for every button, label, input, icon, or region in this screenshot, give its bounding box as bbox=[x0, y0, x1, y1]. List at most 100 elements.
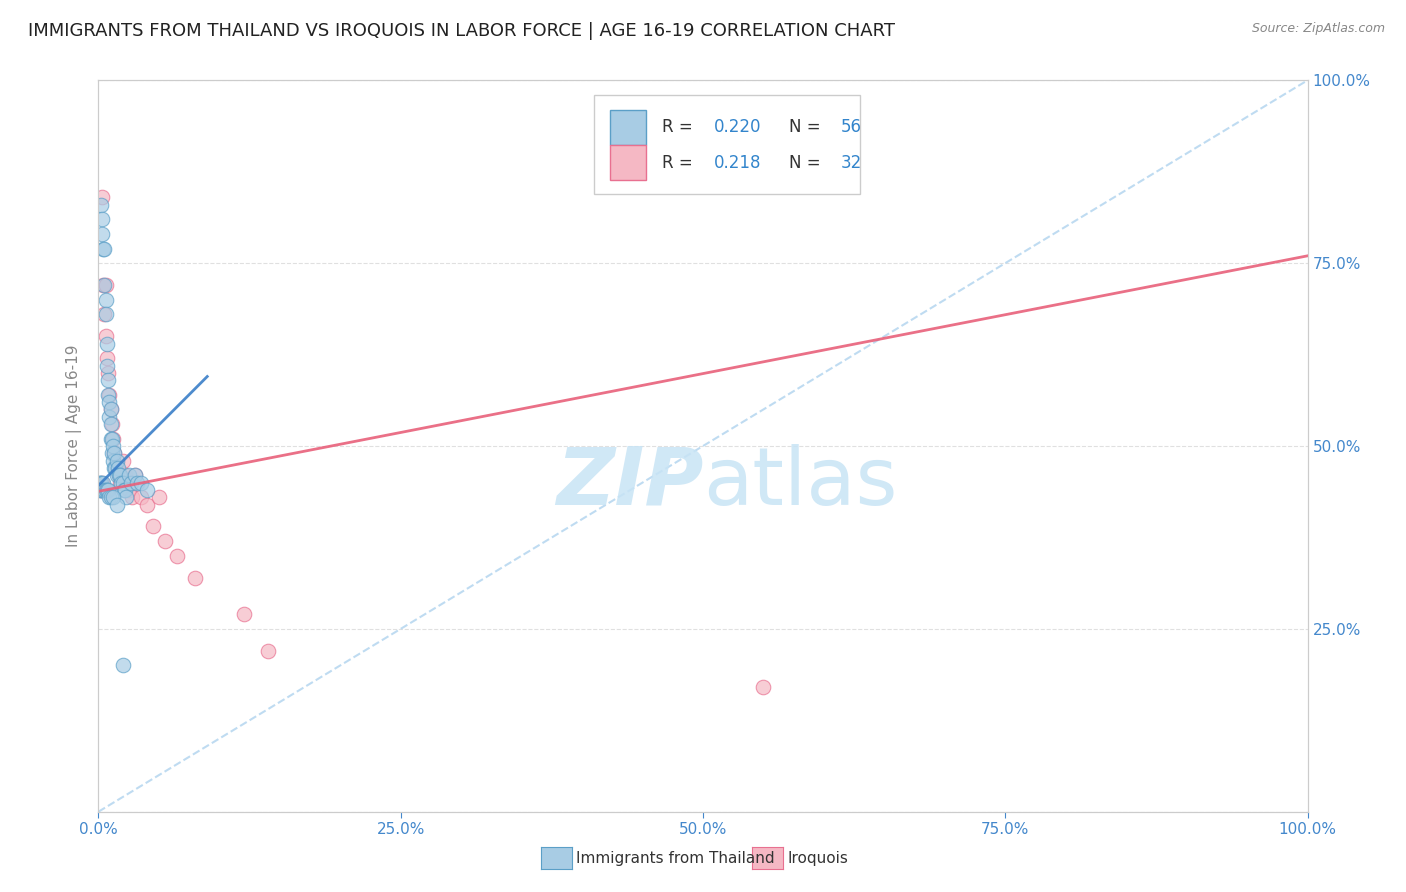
Point bbox=[100, 432, 122, 446]
Point bbox=[90, 197, 112, 211]
Point bbox=[108, 468, 131, 483]
Point bbox=[135, 483, 157, 497]
Point bbox=[89, 475, 111, 490]
Point bbox=[91, 278, 114, 293]
Point bbox=[232, 607, 254, 622]
Point bbox=[90, 483, 112, 497]
Point bbox=[97, 373, 120, 387]
Point bbox=[101, 453, 124, 467]
Y-axis label: In Labor Force | Age 16-19: In Labor Force | Age 16-19 bbox=[66, 344, 83, 548]
Point bbox=[752, 681, 775, 695]
Point bbox=[105, 498, 128, 512]
Point bbox=[129, 475, 152, 490]
Point bbox=[94, 293, 117, 307]
Point bbox=[127, 475, 149, 490]
Point bbox=[100, 490, 122, 504]
Point bbox=[111, 453, 134, 467]
Point bbox=[98, 388, 121, 402]
Text: atlas: atlas bbox=[703, 443, 897, 522]
Text: R =: R = bbox=[662, 154, 697, 172]
Point bbox=[105, 453, 128, 467]
Point bbox=[153, 534, 176, 549]
Point bbox=[96, 483, 118, 497]
Point bbox=[90, 475, 112, 490]
Point bbox=[97, 366, 120, 380]
Point bbox=[142, 519, 165, 533]
Point bbox=[98, 395, 121, 409]
Point bbox=[107, 461, 129, 475]
Point bbox=[103, 446, 125, 460]
Text: Source: ZipAtlas.com: Source: ZipAtlas.com bbox=[1251, 22, 1385, 36]
Point bbox=[97, 388, 120, 402]
Point bbox=[93, 242, 115, 256]
Point bbox=[94, 278, 117, 293]
Point bbox=[96, 359, 118, 373]
FancyBboxPatch shape bbox=[610, 145, 647, 180]
Point bbox=[105, 468, 128, 483]
Point bbox=[114, 468, 136, 483]
Point bbox=[111, 658, 134, 673]
Text: Immigrants from Thailand: Immigrants from Thailand bbox=[576, 851, 775, 865]
Text: N =: N = bbox=[789, 154, 825, 172]
Text: R =: R = bbox=[662, 118, 697, 136]
Point bbox=[166, 549, 188, 563]
Point bbox=[108, 475, 131, 490]
Point bbox=[108, 468, 131, 483]
Point bbox=[114, 483, 136, 497]
Point bbox=[91, 227, 114, 241]
Text: 56: 56 bbox=[841, 118, 862, 136]
Point bbox=[121, 490, 143, 504]
Point bbox=[100, 417, 122, 431]
Point bbox=[89, 475, 111, 490]
FancyBboxPatch shape bbox=[595, 95, 860, 194]
Text: 32: 32 bbox=[841, 154, 862, 172]
Point bbox=[256, 644, 278, 658]
Point bbox=[100, 402, 122, 417]
Text: ZIP: ZIP bbox=[555, 443, 703, 522]
Point bbox=[115, 490, 138, 504]
Point bbox=[110, 475, 132, 490]
Point bbox=[120, 475, 142, 490]
Point bbox=[111, 475, 134, 490]
Point bbox=[112, 483, 135, 497]
Point bbox=[103, 446, 125, 460]
Point bbox=[104, 461, 127, 475]
Text: 0.218: 0.218 bbox=[714, 154, 762, 172]
Point bbox=[96, 351, 118, 366]
Point bbox=[184, 571, 207, 585]
Point bbox=[100, 432, 122, 446]
Point bbox=[94, 329, 117, 343]
Point bbox=[118, 468, 141, 483]
Text: 0.220: 0.220 bbox=[714, 118, 762, 136]
Text: Iroquois: Iroquois bbox=[787, 851, 848, 865]
Point bbox=[89, 483, 111, 497]
Point bbox=[118, 483, 141, 497]
Point bbox=[94, 307, 117, 321]
Point bbox=[105, 461, 128, 475]
Point bbox=[94, 483, 117, 497]
Point bbox=[93, 278, 115, 293]
Point bbox=[100, 402, 122, 417]
Point bbox=[101, 439, 124, 453]
Point bbox=[91, 475, 114, 490]
Point bbox=[108, 468, 131, 483]
Point bbox=[148, 490, 170, 504]
Point bbox=[90, 483, 112, 497]
Point bbox=[135, 498, 157, 512]
Point bbox=[93, 307, 115, 321]
Point bbox=[91, 242, 114, 256]
Point bbox=[129, 490, 152, 504]
Point bbox=[96, 336, 118, 351]
Point bbox=[91, 190, 114, 204]
Point bbox=[93, 483, 115, 497]
Point bbox=[91, 212, 114, 227]
FancyBboxPatch shape bbox=[610, 110, 647, 145]
Point bbox=[91, 475, 114, 490]
Point bbox=[98, 409, 121, 424]
Text: IMMIGRANTS FROM THAILAND VS IROQUOIS IN LABOR FORCE | AGE 16-19 CORRELATION CHAR: IMMIGRANTS FROM THAILAND VS IROQUOIS IN … bbox=[28, 22, 896, 40]
Point bbox=[100, 446, 122, 460]
Point bbox=[101, 432, 124, 446]
Point bbox=[97, 483, 120, 497]
Point bbox=[124, 468, 146, 483]
Point bbox=[101, 490, 124, 504]
